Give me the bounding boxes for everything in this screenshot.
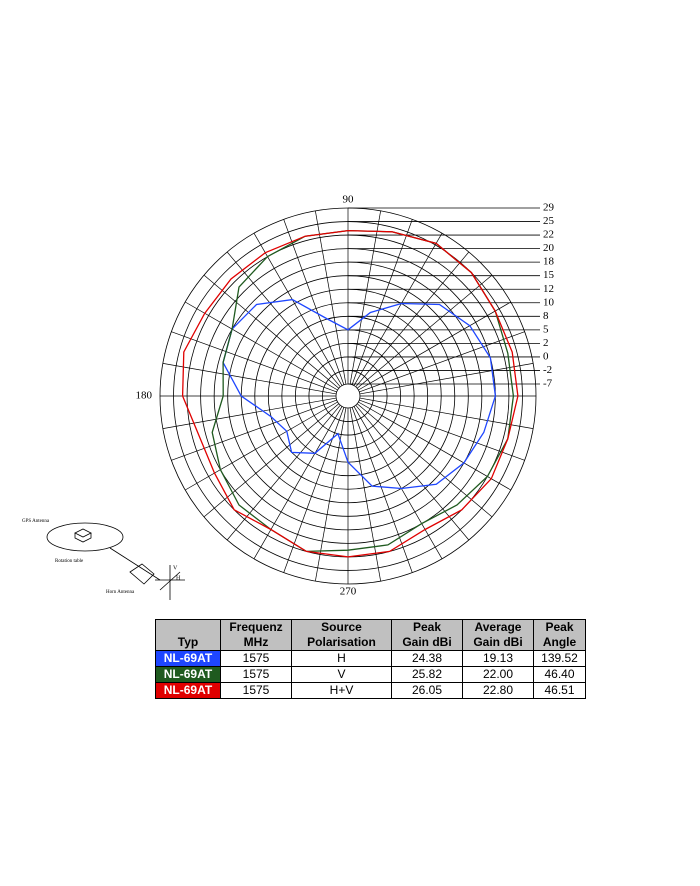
table-row: NL-69AT 1575 H+V 26.05 22.80 46.51: [155, 682, 586, 699]
header-cell: Peak Gain dBi: [391, 619, 463, 651]
diagram-label: Horn Antenna: [106, 590, 135, 595]
table-row: NL-69AT 1575 V 25.82 22.00 46.40: [155, 666, 586, 683]
angle-label: 90: [343, 194, 355, 206]
spoke: [353, 233, 443, 386]
table-cell: 1575: [220, 666, 292, 683]
r-tick-label: 12: [543, 283, 554, 295]
table-cell: 1575: [220, 650, 292, 667]
header-cell: Frequenz MHz: [220, 619, 292, 651]
table-cell: NL-69AT: [155, 666, 221, 683]
table-cell: 22.80: [462, 682, 534, 699]
r-tick-label: 18: [543, 256, 555, 268]
r-tick-label: 2: [543, 337, 549, 349]
table-cell: V: [291, 666, 392, 683]
table-cell: 19.13: [462, 650, 534, 667]
spoke: [283, 219, 345, 385]
table-row: NL-69AT 1575 H 24.38 19.13 139.52: [155, 650, 586, 667]
spoke: [359, 363, 534, 395]
spoke: [353, 406, 443, 559]
diagram-label: H: [176, 575, 181, 581]
diagram-label: V: [173, 565, 178, 571]
spoke: [358, 301, 511, 391]
table-cell: NL-69AT: [155, 650, 221, 667]
table-cell: H+V: [291, 682, 392, 699]
spoke: [171, 399, 337, 461]
r-tick-label: -2: [543, 364, 552, 376]
table-cell: 25.82: [391, 666, 463, 683]
spoke: [315, 407, 347, 582]
spoke: [349, 407, 381, 582]
r-tick-label: 0: [543, 350, 549, 362]
spoke: [351, 407, 413, 573]
grid-ring: [335, 383, 361, 409]
table-cell: 139.52: [533, 650, 586, 667]
r-tick-label: 8: [543, 310, 549, 322]
pattern-curve: [222, 298, 497, 490]
spoke: [162, 397, 337, 429]
header-cell: Source Polarisation: [291, 619, 392, 651]
table-cell: 46.40: [533, 666, 586, 683]
spoke: [359, 399, 525, 461]
r-tick-label: -7: [543, 378, 553, 390]
spoke: [253, 233, 343, 386]
results-table: Typ Frequenz MHz Source Polarisation Peak G…: [155, 619, 586, 699]
spoke: [356, 403, 493, 518]
r-tick-label: 20: [543, 242, 555, 254]
table-body: NL-69AT 1575 H 24.38 19.13 139.52 NL-69AT 1575 V…: [155, 650, 586, 699]
spoke: [185, 401, 338, 491]
table-cell: 26.05: [391, 682, 463, 699]
diagram-label: GPS Antenna: [22, 519, 50, 524]
r-tick-label: 22: [543, 229, 554, 241]
header-cell: Average Gain dBi: [462, 619, 534, 651]
spoke: [356, 274, 493, 389]
table-cell: 46.51: [533, 682, 586, 699]
spoke: [359, 397, 534, 429]
r-tick-label: 10: [543, 296, 555, 308]
table-cell: 22.00: [462, 666, 534, 683]
spoke: [349, 210, 381, 385]
spoke: [203, 403, 340, 518]
spoke: [358, 401, 511, 491]
spoke: [171, 331, 337, 393]
spoke: [185, 301, 338, 391]
spoke: [226, 251, 341, 388]
spoke: [226, 404, 341, 541]
table-cell: 1575: [220, 682, 292, 699]
spoke: [355, 251, 470, 388]
angle-label: 270: [340, 586, 357, 598]
r-tick-label: 15: [543, 269, 555, 281]
spoke: [315, 210, 347, 385]
header-row: Typ Frequenz MHz Source Polarisation Peak G…: [155, 619, 586, 651]
spoke: [355, 404, 470, 541]
spoke: [253, 406, 343, 559]
table-cell: 24.38: [391, 650, 463, 667]
diagram-label: Rotation table: [55, 559, 84, 564]
angle-label: 180: [136, 390, 153, 402]
setup-diagram: [46, 522, 185, 600]
pattern-curve: [181, 229, 519, 558]
spoke: [203, 274, 340, 389]
table-cell: NL-69AT: [155, 682, 221, 699]
table-cell: H: [291, 650, 392, 667]
r-tick-label: 5: [543, 323, 549, 335]
spoke: [162, 363, 337, 395]
header-cell: Peak Angle: [533, 619, 586, 651]
header-cell: Typ: [155, 619, 221, 651]
spoke: [359, 331, 525, 393]
r-tick-label: 29: [543, 202, 555, 214]
spoke: [283, 407, 345, 573]
r-tick-label: 25: [543, 215, 555, 227]
